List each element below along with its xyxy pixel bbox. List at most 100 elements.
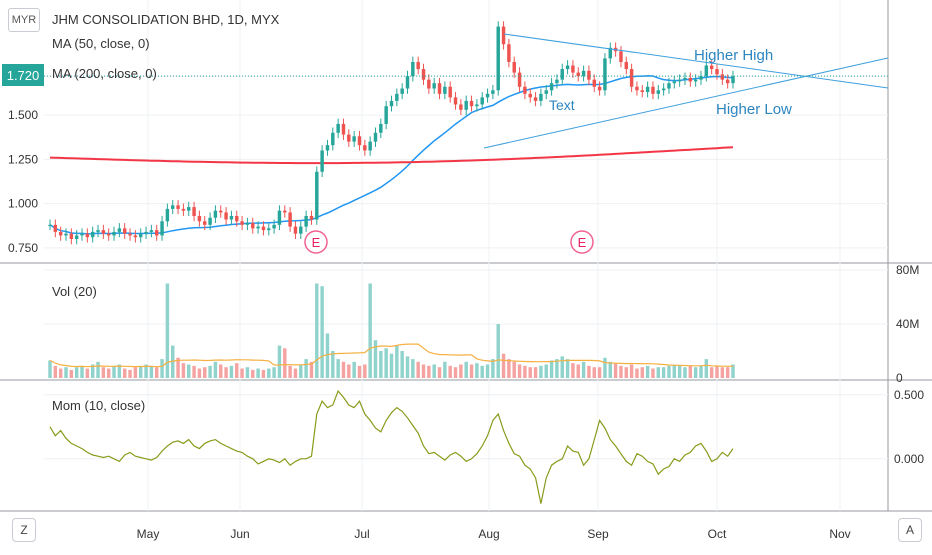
- volume-bar: [208, 365, 212, 378]
- candle-body: [699, 76, 703, 80]
- candle-body: [235, 215, 239, 222]
- volume-bar: [683, 367, 687, 378]
- candle-body: [48, 224, 52, 226]
- volume-bar: [459, 364, 463, 378]
- volume-bar: [74, 367, 79, 378]
- volume-tick-label: 80M: [896, 263, 919, 277]
- volume-bar: [491, 359, 495, 378]
- volume-bar: [560, 356, 564, 378]
- candle-body: [667, 83, 671, 89]
- candle-body: [96, 230, 100, 232]
- annotation-text: Text: [549, 97, 575, 113]
- candle-body: [688, 77, 693, 82]
- volume-bar: [277, 345, 282, 378]
- volume-bar: [411, 359, 415, 378]
- volume-bar: [448, 365, 452, 378]
- candle-body: [549, 83, 554, 91]
- candle-body: [128, 233, 132, 236]
- volume-legend[interactable]: Vol (20): [52, 284, 97, 299]
- candle-body: [373, 132, 378, 142]
- volume-bar: [640, 367, 645, 378]
- volume-bar: [672, 364, 677, 378]
- candle-body: [240, 221, 244, 225]
- candle-body: [187, 207, 191, 211]
- candle-body: [453, 97, 458, 105]
- x-tick-label: Nov: [829, 527, 850, 541]
- candle-body: [160, 221, 164, 236]
- volume-bar: [608, 361, 612, 378]
- ma200-legend[interactable]: MA (200, close, 0): [52, 66, 157, 81]
- candle-body: [672, 81, 677, 84]
- volume-bar: [331, 351, 335, 378]
- candle-body: [315, 171, 319, 220]
- candle-body: [480, 97, 484, 105]
- volume-bar: [656, 367, 661, 378]
- candle-body: [69, 233, 74, 239]
- momentum-tick-label: 0.000: [894, 452, 924, 466]
- volume-bar: [363, 364, 367, 378]
- volume-bar: [58, 368, 63, 378]
- candle-body: [427, 79, 431, 89]
- volume-bar: [90, 364, 95, 378]
- candle-body: [544, 90, 548, 94]
- volume-bar: [357, 365, 362, 378]
- volume-bar: [251, 369, 255, 378]
- volume-bar: [352, 361, 356, 378]
- volume-bar: [709, 367, 714, 378]
- volume-bar: [496, 324, 500, 378]
- volume-bar: [373, 340, 378, 378]
- candle-body: [464, 100, 468, 110]
- candle-body: [608, 47, 612, 59]
- momentum-tick-label: 0.500: [894, 388, 924, 402]
- volume-bar: [421, 364, 426, 378]
- candle-body: [304, 215, 308, 227]
- candle-body: [523, 86, 527, 94]
- volume-bar: [629, 364, 634, 378]
- volume-bar: [661, 367, 666, 378]
- volume-bar: [96, 361, 100, 378]
- candle-body: [64, 233, 68, 236]
- candle-body: [704, 65, 709, 77]
- volume-bar: [144, 364, 148, 378]
- candle-body: [432, 83, 436, 89]
- volume-bar: [213, 361, 218, 378]
- zoom-button[interactable]: Z: [12, 518, 36, 542]
- candle-body: [475, 104, 479, 107]
- volume-bar: [704, 359, 709, 378]
- volume-bar: [165, 283, 170, 378]
- volume-bar: [219, 364, 223, 378]
- y-tick-label: 1.500: [8, 108, 38, 122]
- candle-body: [256, 226, 260, 229]
- candle-body: [133, 235, 138, 238]
- chart-title: JHM CONSOLIDATION BHD, 1D, MYX: [52, 12, 280, 27]
- volume-bar: [501, 353, 506, 378]
- candle-body: [501, 26, 506, 45]
- candle-body: [491, 90, 495, 94]
- candle-body: [245, 223, 250, 225]
- volume-bar: [533, 367, 538, 378]
- volume-bar: [187, 364, 191, 378]
- candle-body: [261, 226, 266, 231]
- lower-trendline: [483, 57, 889, 149]
- volume-bar: [400, 351, 404, 378]
- x-tick-label: Jun: [230, 527, 249, 541]
- candle-body: [203, 221, 207, 225]
- ma50-legend[interactable]: MA (50, close, 0): [52, 36, 150, 51]
- volume-bar: [112, 365, 116, 378]
- volume-bar: [336, 359, 340, 378]
- volume-bar: [261, 369, 266, 378]
- volume-bar: [603, 357, 607, 378]
- volume-bar: [469, 364, 474, 378]
- volume-bar: [176, 357, 180, 378]
- candle-body: [539, 93, 543, 101]
- momentum-legend[interactable]: Mom (10, close): [52, 398, 146, 413]
- candle-body: [619, 51, 623, 62]
- volume-bar: [288, 365, 292, 378]
- annotation-higher-high: Higher High: [694, 47, 773, 64]
- auto-scale-button[interactable]: A: [898, 518, 922, 542]
- candle-body: [117, 228, 122, 232]
- earnings-marker-label: E: [578, 235, 587, 250]
- currency-button[interactable]: MYR: [8, 8, 40, 32]
